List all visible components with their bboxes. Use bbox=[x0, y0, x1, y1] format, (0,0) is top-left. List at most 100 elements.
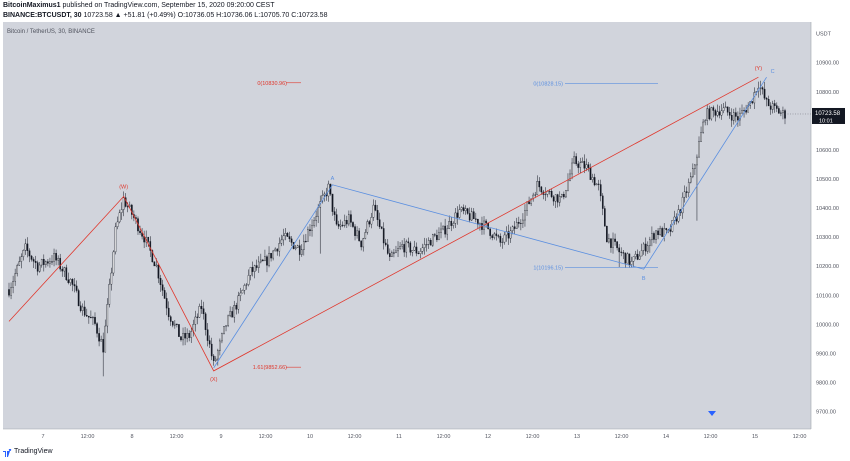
candle-body bbox=[59, 257, 61, 270]
candle-body bbox=[208, 340, 211, 345]
candle-body bbox=[280, 239, 283, 244]
candle bbox=[167, 301, 170, 321]
candle bbox=[515, 217, 518, 229]
candle-body bbox=[403, 244, 405, 253]
candle bbox=[511, 225, 514, 235]
candle-body bbox=[733, 112, 735, 121]
candle-body bbox=[579, 162, 582, 168]
candle-body bbox=[556, 194, 559, 203]
candle bbox=[520, 219, 522, 231]
candle bbox=[491, 233, 494, 241]
candle bbox=[333, 207, 336, 221]
candle bbox=[102, 332, 104, 377]
candle bbox=[460, 206, 463, 213]
candle-body bbox=[339, 224, 342, 227]
price-chart[interactable]: Bitcoin / TetherUS, 30, BINANCE 9700.00 98… bbox=[3, 22, 845, 443]
candle-body bbox=[690, 176, 692, 183]
candle bbox=[558, 191, 561, 207]
candle bbox=[604, 205, 606, 227]
candle bbox=[714, 108, 717, 122]
x-tick-label: 15 bbox=[752, 434, 758, 440]
candle bbox=[296, 244, 299, 248]
candle-body bbox=[632, 256, 635, 262]
last-price-value: 10723.58 bbox=[815, 111, 841, 117]
candle-body bbox=[217, 350, 219, 360]
candle-body bbox=[737, 116, 739, 121]
candle-body bbox=[219, 340, 221, 351]
candle-body bbox=[169, 316, 172, 322]
chart-svg[interactable]: Bitcoin / TetherUS, 30, BINANCE9700.0098… bbox=[3, 22, 845, 443]
publisher-name[interactable]: BitcoinMaximus1 bbox=[3, 2, 61, 9]
candle bbox=[378, 212, 381, 229]
candle bbox=[446, 225, 448, 241]
candle bbox=[358, 227, 360, 242]
candle bbox=[208, 335, 211, 348]
x-tick-label: 12:00 bbox=[348, 434, 362, 440]
candle bbox=[657, 227, 659, 240]
x-tick-label: 12:00 bbox=[526, 434, 540, 440]
candle bbox=[423, 237, 426, 255]
candle bbox=[90, 310, 92, 319]
candle bbox=[241, 289, 244, 294]
candle-body bbox=[726, 106, 729, 113]
candle bbox=[696, 154, 698, 221]
candle bbox=[57, 255, 59, 266]
candle-body bbox=[198, 306, 201, 318]
tradingview-brand[interactable]: TradingView bbox=[14, 448, 53, 455]
candle bbox=[59, 253, 61, 272]
candle-body bbox=[112, 251, 115, 274]
candle-body bbox=[155, 264, 158, 267]
candle-body bbox=[460, 207, 463, 210]
candle bbox=[120, 202, 123, 220]
candle-body bbox=[180, 336, 182, 341]
candle-body bbox=[255, 265, 258, 268]
candle bbox=[45, 260, 47, 268]
candle-body bbox=[34, 261, 37, 263]
scroll-marker-icon[interactable] bbox=[708, 411, 716, 416]
blue-wave-label: A bbox=[331, 176, 335, 182]
candle-body bbox=[663, 228, 666, 237]
candle-body bbox=[405, 241, 408, 253]
candle bbox=[581, 157, 584, 163]
candle-body bbox=[350, 214, 352, 223]
candle-body bbox=[409, 242, 412, 253]
candle bbox=[638, 251, 641, 261]
candle-body bbox=[577, 163, 580, 168]
candle bbox=[260, 253, 262, 264]
candle-body bbox=[452, 223, 455, 226]
candle bbox=[608, 233, 610, 244]
candle-body bbox=[432, 234, 434, 246]
candle bbox=[444, 218, 446, 238]
candle bbox=[724, 101, 727, 109]
candle-body bbox=[51, 261, 53, 263]
fib-level-label: 1(10196.15) bbox=[533, 265, 563, 271]
countdown-timer: 10:01 bbox=[819, 118, 833, 124]
candle bbox=[270, 252, 272, 262]
candle bbox=[341, 221, 344, 228]
candle bbox=[669, 224, 672, 237]
candle bbox=[751, 101, 754, 105]
candle-body bbox=[640, 250, 643, 257]
candle bbox=[79, 301, 82, 313]
last-price-tag bbox=[812, 107, 845, 124]
candle bbox=[38, 261, 41, 273]
candle bbox=[100, 335, 102, 342]
candle bbox=[730, 108, 733, 127]
candle bbox=[624, 252, 627, 268]
red-wave-label: (W) bbox=[119, 184, 128, 190]
candle bbox=[407, 237, 410, 248]
chart-title: Bitcoin / TetherUS, 30, BINANCE bbox=[7, 29, 95, 35]
candle-body bbox=[630, 261, 633, 265]
candle-body bbox=[100, 339, 102, 342]
candle-body bbox=[81, 306, 84, 311]
candle bbox=[243, 283, 246, 295]
candle-body bbox=[278, 243, 281, 252]
candle-body bbox=[565, 190, 567, 198]
candle-body bbox=[298, 245, 301, 255]
candle bbox=[20, 253, 23, 269]
candle bbox=[268, 246, 270, 268]
candle bbox=[761, 86, 764, 95]
candle-body bbox=[69, 278, 72, 283]
candle bbox=[741, 104, 743, 114]
candle bbox=[212, 354, 215, 366]
